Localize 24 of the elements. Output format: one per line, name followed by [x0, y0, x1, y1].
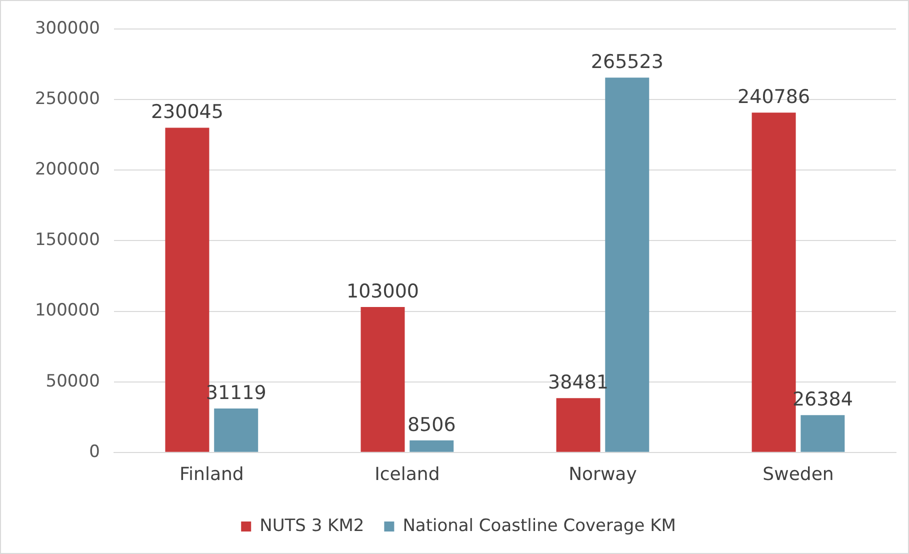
data-label: 230045	[150, 101, 224, 124]
y-tick-label: 100000	[34, 300, 100, 321]
bar	[556, 398, 600, 452]
bar	[605, 78, 650, 452]
x-tick-label: Finland	[179, 464, 244, 485]
bar	[360, 307, 405, 452]
y-tick-label: 250000	[34, 88, 100, 109]
bar	[410, 440, 454, 452]
y-tick-label: 300000	[34, 18, 100, 38]
data-label: 240786	[738, 86, 810, 108]
data-label: 103000	[346, 280, 420, 302]
x-tick-label: Sweden	[762, 464, 834, 485]
legend-label: NUTS 3 KM2	[260, 516, 364, 536]
x-tick-label: Iceland	[374, 464, 440, 485]
data-label: 265523	[590, 51, 664, 74]
bar	[800, 415, 845, 452]
y-tick-label: 150000	[34, 230, 100, 250]
data-label: 8506	[407, 414, 456, 436]
legend-label: National Coastline Coverage KM	[402, 516, 676, 536]
y-tick-label: 0	[89, 442, 100, 462]
y-tick-label: 50000	[46, 371, 100, 392]
bar	[214, 408, 258, 452]
y-tick-label: 200000	[34, 160, 100, 180]
x-tick-label: Norway	[568, 464, 638, 485]
